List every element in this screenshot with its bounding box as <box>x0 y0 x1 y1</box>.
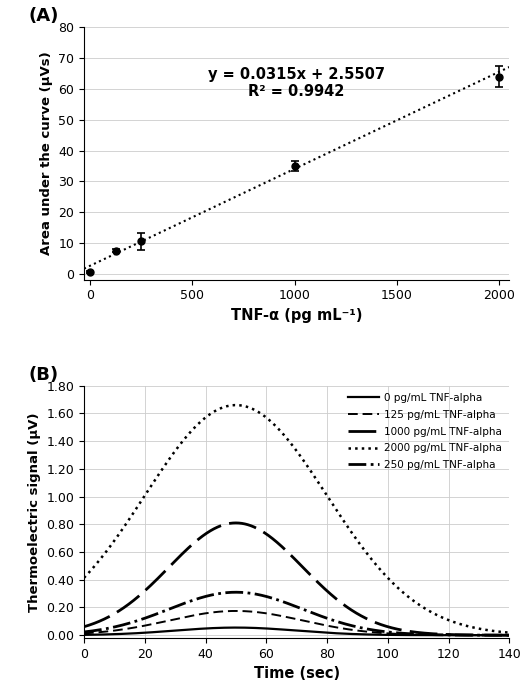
X-axis label: Time (sec): Time (sec) <box>254 666 340 681</box>
X-axis label: TNF-α (pg mL⁻¹): TNF-α (pg mL⁻¹) <box>231 308 362 323</box>
Legend: 0 pg/mL TNF-alpha, 125 pg/mL TNF-alpha, 1000 pg/mL TNF-alpha, 2000 pg/mL TNF-alp: 0 pg/mL TNF-alpha, 125 pg/mL TNF-alpha, … <box>345 391 504 472</box>
Text: (A): (A) <box>29 8 59 25</box>
Text: (B): (B) <box>29 366 59 383</box>
Y-axis label: Thermoelectric signal (μV): Thermoelectric signal (μV) <box>28 412 41 612</box>
Text: y = 0.0315x + 2.5507
R² = 0.9942: y = 0.0315x + 2.5507 R² = 0.9942 <box>208 67 385 99</box>
Y-axis label: Area under the curve (μVs): Area under the curve (μVs) <box>40 51 52 255</box>
